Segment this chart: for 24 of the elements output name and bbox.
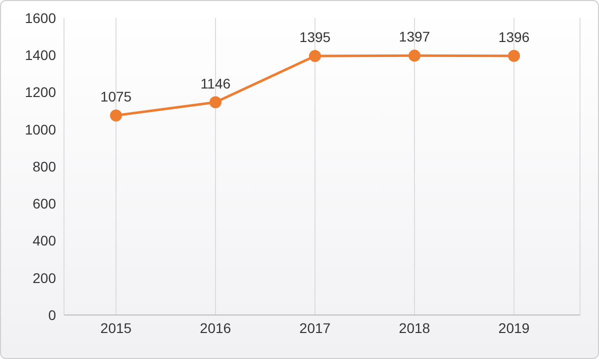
data-label: 1146 [200,75,231,92]
y-tick-label: 400 [32,232,56,249]
point [408,50,420,62]
x-tick-label: 2019 [498,320,530,336]
y-tick-label: 200 [32,270,56,286]
y-tick-label: 1200 [24,84,56,100]
data-label: 1075 [100,88,132,104]
point [309,50,321,62]
point [508,50,520,62]
data-label: 1397 [398,28,430,45]
y-tick-label: 1000 [24,121,56,138]
x-tick-label: 2015 [100,320,132,336]
point [110,109,122,122]
y-tick-label: 1600 [24,10,56,26]
y-tick-label: 1400 [24,47,56,64]
data-label: 1396 [498,28,530,45]
x-tick-label: 2018 [398,320,430,336]
y-tick-label: 600 [32,196,56,212]
y-tick-label: 0 [48,306,56,323]
data-label: 1395 [299,29,331,46]
y-tick-label: 800 [32,158,56,174]
x-tick-label: 2017 [299,320,331,336]
point [210,96,222,108]
x-tick-label: 2016 [200,320,232,336]
